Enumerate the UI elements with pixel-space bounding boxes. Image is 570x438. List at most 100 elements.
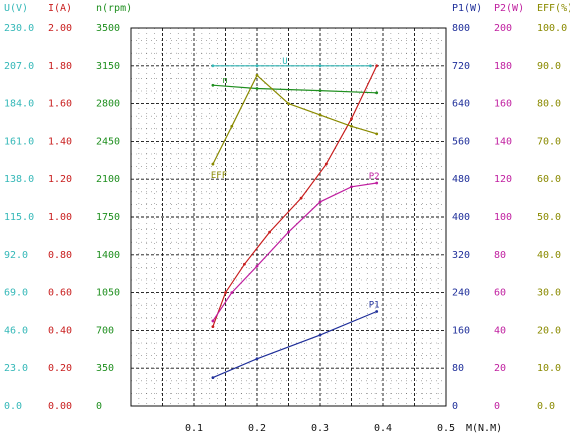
left-axis-tick-u: 161.0	[4, 136, 34, 147]
x-axis-tick: 0.2	[248, 423, 266, 434]
right-axis-tick-p1: 80	[452, 363, 464, 374]
right-axis-tick-p2: 120	[494, 174, 512, 185]
left-axis-tick-n: 1750	[96, 212, 120, 223]
data-point-i	[243, 262, 246, 266]
data-point-p2	[287, 230, 290, 234]
left-axis-title-n: n(rpm)	[96, 3, 132, 14]
data-point-u	[318, 64, 322, 68]
right-axis-tick-p1: 0	[452, 401, 458, 412]
right-axis-tick-p2: 60	[494, 288, 506, 299]
series-label-p1: P1	[369, 301, 380, 311]
left-axis-tick-n: 3500	[96, 23, 120, 34]
series-line-n	[212, 84, 377, 94]
left-axis-tick-i: 1.00	[48, 212, 72, 223]
right-axis-tick-eff: 90.0	[537, 61, 561, 72]
data-point-p2	[350, 185, 353, 189]
data-point-p1	[375, 310, 379, 313]
data-point-u	[211, 64, 215, 68]
left-axis-tick-i: 0.00	[48, 401, 72, 412]
right-axis-tick-p1: 560	[452, 136, 470, 147]
data-point-p1	[318, 333, 322, 337]
data-point-i	[324, 162, 328, 166]
left-axis-tick-n: 2800	[96, 99, 120, 110]
left-axis-tick-u: 92.0	[4, 250, 28, 261]
right-axis-tick-p1: 480	[452, 174, 470, 185]
data-point-i	[268, 230, 271, 234]
data-point-eff	[350, 124, 353, 128]
data-point-eff	[211, 162, 215, 166]
series-label-n: n	[222, 76, 227, 86]
right-axis-tick-eff: 0.0	[537, 401, 555, 412]
series-label-u: U	[282, 57, 287, 67]
right-axis-tick-eff: 20.0	[537, 325, 561, 336]
right-axis-tick-p2: 40	[494, 325, 506, 336]
x-axis-tick: 0.5	[437, 423, 455, 434]
right-axis-tick-p1: 800	[452, 23, 470, 34]
left-axis-tick-u: 138.0	[4, 174, 34, 185]
series-label-eff: EFF	[211, 171, 227, 181]
left-axis-tick-n: 3150	[96, 61, 120, 72]
data-point-n	[255, 87, 259, 90]
right-axis-tick-p1: 320	[452, 250, 470, 261]
data-point-eff	[287, 102, 290, 105]
plot-grid	[130, 27, 447, 407]
left-axis-tick-n: 2450	[96, 136, 120, 147]
right-axis-title-p1: P1(W)	[452, 3, 482, 14]
data-point-u	[369, 64, 372, 68]
x-axis-tick: 0.3	[311, 423, 329, 434]
series-label-p2: P2	[369, 172, 380, 182]
right-axis-tick-p2: 140	[494, 136, 512, 147]
right-axis-tick-eff: 10.0	[537, 363, 561, 374]
right-axis-tick-p2: 200	[494, 23, 512, 34]
right-axis-tick-eff: 50.0	[537, 212, 561, 223]
left-axis-tick-n: 1400	[96, 250, 120, 261]
left-axis-tick-i: 1.40	[48, 136, 72, 147]
right-axis-tick-eff: 60.0	[537, 174, 561, 185]
left-axis-tick-i: 1.60	[48, 99, 72, 110]
left-axis-title-u: U(V)	[4, 3, 28, 14]
left-axis-tick-i: 2.00	[48, 23, 72, 34]
right-axis-tick-p1: 240	[452, 288, 470, 299]
left-axis-tick-i: 0.20	[48, 363, 72, 374]
data-point-n	[318, 89, 322, 93]
data-point-p2	[255, 264, 259, 268]
right-axis-title-eff: EFF(%)	[537, 3, 570, 14]
left-axis-tick-u: 184.0	[4, 99, 34, 110]
data-point-p2	[318, 200, 322, 204]
right-axis-tick-p1: 720	[452, 61, 470, 72]
right-axis-tick-p2: 100	[494, 212, 512, 223]
left-axis-tick-u: 230.0	[4, 23, 34, 34]
series-line-i	[212, 65, 378, 327]
data-point-i	[375, 64, 379, 68]
left-axis-tick-n: 2100	[96, 174, 120, 185]
x-axis-tick: 0.4	[374, 423, 392, 434]
left-axis-tick-u: 69.0	[4, 288, 28, 299]
left-axis-tick-u: 0.0	[4, 401, 22, 412]
left-axis-title-i: I(A)	[48, 3, 72, 14]
left-axis-tick-u: 207.0	[4, 61, 34, 72]
left-axis-tick-i: 1.20	[48, 174, 72, 185]
right-axis-tick-p1: 160	[452, 325, 470, 336]
right-axis-tick-p1: 400	[452, 212, 470, 223]
left-axis-tick-u: 115.0	[4, 212, 34, 223]
x-axis-tick: 0.1	[185, 423, 203, 434]
data-point-i	[350, 117, 353, 121]
plot-frame	[130, 27, 447, 407]
right-axis-tick-eff: 100.0	[537, 23, 567, 34]
series-line-p1	[212, 310, 377, 379]
right-axis-tick-p2: 80	[494, 250, 506, 261]
left-axis-tick-u: 23.0	[4, 363, 28, 374]
right-axis-title-p2: P2(W)	[494, 3, 524, 14]
data-point-i	[299, 196, 303, 200]
data-point-i	[224, 291, 227, 294]
right-axis-tick-p2: 180	[494, 61, 512, 72]
left-axis-tick-i: 0.40	[48, 325, 72, 336]
data-point-p2	[211, 319, 215, 323]
data-point-p1	[255, 357, 259, 361]
left-axis-tick-i: 0.80	[48, 250, 72, 261]
data-point-u	[255, 64, 259, 68]
data-point-eff	[230, 124, 234, 128]
right-axis-tick-eff: 70.0	[537, 136, 561, 147]
